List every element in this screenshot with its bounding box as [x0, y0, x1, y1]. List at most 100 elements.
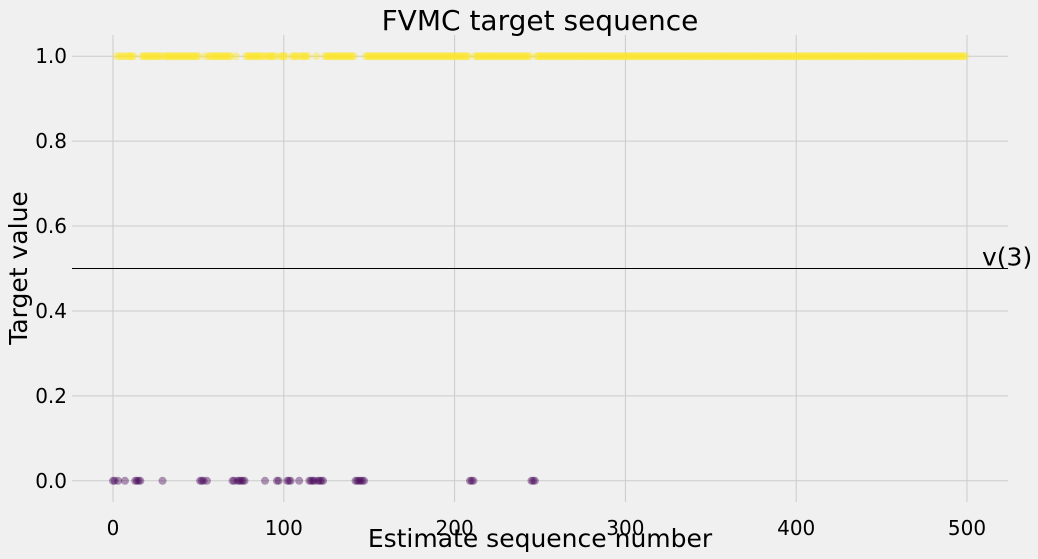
data-point-one	[211, 52, 220, 61]
data-point-one	[752, 52, 761, 61]
tick-label-layer: 0 100 200 300 400 500 0.0 0.2 0.4 0.6 0.8 1.0	[35, 44, 986, 540]
data-point-one	[869, 52, 878, 61]
data-point-one	[414, 52, 423, 61]
data-point-one	[428, 52, 437, 61]
data-point-one	[220, 52, 229, 61]
data-point-one	[177, 52, 186, 61]
data-point-one	[599, 52, 608, 61]
data-point-one	[838, 52, 847, 61]
data-point-zero	[308, 476, 317, 485]
data-point-one	[127, 52, 136, 61]
data-point-one	[860, 52, 869, 61]
data-point-one	[551, 52, 560, 61]
data-point-one	[846, 52, 855, 61]
data-point-zero	[114, 476, 123, 485]
data-point-one	[722, 52, 731, 61]
data-point-one	[192, 52, 201, 61]
data-point-one	[267, 52, 276, 61]
data-point-one	[189, 52, 198, 61]
data-point-one	[430, 52, 439, 61]
data-point-one	[788, 52, 797, 61]
data-point-one	[650, 52, 659, 61]
data-point-one	[438, 52, 447, 61]
data-point-one	[857, 52, 866, 61]
data-point-one	[590, 52, 599, 61]
data-point-one	[411, 52, 420, 61]
data-point-one	[298, 52, 307, 61]
data-point-one	[541, 52, 550, 61]
data-point-one	[623, 52, 632, 61]
data-point-one	[259, 52, 268, 61]
data-point-one	[693, 52, 702, 61]
data-point-one	[621, 52, 630, 61]
data-point-one	[899, 52, 908, 61]
data-point-one	[636, 52, 645, 61]
data-point-zero	[354, 476, 363, 485]
data-point-one	[182, 52, 191, 61]
data-point-one	[503, 52, 512, 61]
data-point-one	[435, 52, 444, 61]
data-point-one	[863, 52, 872, 61]
data-point-one	[576, 52, 585, 61]
data-point-one	[951, 52, 960, 61]
data-point-one	[699, 52, 708, 61]
data-point-one	[349, 52, 358, 61]
data-point-one	[518, 52, 527, 61]
data-point-one	[913, 52, 922, 61]
data-point-one	[165, 52, 174, 61]
data-point-one	[418, 52, 427, 61]
data-point-one	[626, 52, 635, 61]
data-point-one	[867, 52, 876, 61]
data-point-one	[156, 52, 165, 61]
data-point-one	[508, 52, 517, 61]
data-point-one	[713, 52, 722, 61]
data-point-one	[264, 52, 273, 61]
data-point-one	[445, 52, 454, 61]
data-point-one	[725, 52, 734, 61]
data-point-zero	[469, 476, 478, 485]
data-point-one	[817, 52, 826, 61]
x-tick-label: 100	[265, 516, 303, 540]
data-point-one	[329, 52, 338, 61]
data-point-one	[489, 52, 498, 61]
data-point-one	[209, 52, 218, 61]
data-point-one	[647, 52, 656, 61]
data-point-one	[484, 52, 493, 61]
data-point-zero	[272, 476, 281, 485]
data-point-one	[325, 52, 334, 61]
data-point-one	[717, 52, 726, 61]
data-point-one	[153, 52, 162, 61]
data-point-one	[821, 52, 830, 61]
data-point-one	[184, 52, 193, 61]
data-point-one	[276, 52, 285, 61]
data-point-one	[799, 52, 808, 61]
data-point-one	[363, 52, 372, 61]
data-point-one	[761, 52, 770, 61]
data-point-one	[288, 52, 297, 61]
data-point-one	[935, 52, 944, 61]
data-point-one	[389, 52, 398, 61]
data-point-one	[674, 52, 683, 61]
data-point-zero	[317, 476, 326, 485]
data-point-one	[213, 52, 222, 61]
points-layer	[108, 52, 970, 485]
data-point-one	[443, 52, 452, 61]
data-point-one	[805, 52, 814, 61]
data-point-one	[493, 52, 502, 61]
data-point-one	[143, 52, 152, 61]
data-point-one	[255, 52, 264, 61]
data-point-one	[737, 52, 746, 61]
data-point-one	[841, 52, 850, 61]
data-point-one	[216, 52, 225, 61]
data-point-one	[506, 52, 515, 61]
data-point-one	[525, 52, 534, 61]
x-tick-label: 400	[777, 516, 815, 540]
data-point-one	[501, 52, 510, 61]
data-point-one	[534, 52, 543, 61]
data-point-one	[505, 52, 514, 61]
data-point-one	[684, 52, 693, 61]
data-point-one	[320, 52, 329, 61]
data-point-one	[643, 52, 652, 61]
data-point-one	[660, 52, 669, 61]
data-point-zero	[351, 476, 360, 485]
